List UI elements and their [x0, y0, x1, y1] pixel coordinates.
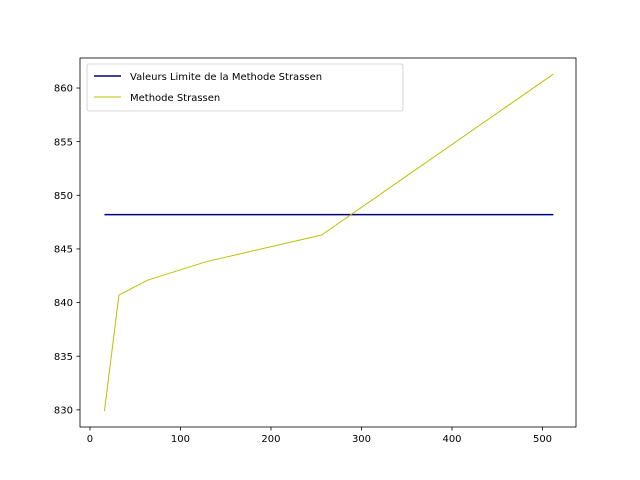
series-line-2 — [103, 73, 554, 411]
y-tick-label: 830 — [54, 405, 73, 416]
x-tick-label: 400 — [442, 434, 461, 445]
y-tick-label: 860 — [54, 84, 73, 95]
y-tick-label: 835 — [54, 352, 73, 363]
legend-label-2: Methode Strassen — [130, 93, 220, 104]
x-tick-label: 100 — [171, 434, 190, 445]
x-tick-label: 300 — [352, 434, 371, 445]
y-tick-label: 845 — [54, 245, 73, 256]
series-layer — [103, 73, 554, 411]
legend-label-1: Valeurs Limite de la Methode Strassen — [130, 72, 322, 83]
legend-box — [86, 63, 404, 112]
x-tick-label: 0 — [87, 434, 93, 445]
x-tick-label: 500 — [533, 434, 552, 445]
y-tick-label: 855 — [54, 137, 73, 148]
y-tick-label: 840 — [54, 298, 73, 309]
x-tick-label: 200 — [261, 434, 280, 445]
legend: Valeurs Limite de la Methode Strassen Met… — [86, 63, 404, 112]
y-tick-label: 850 — [54, 191, 73, 202]
plot-frame — [79, 57, 577, 428]
axes-layer: 0 100 200 300 400 500 830 835 840 845 850 855 860 — [54, 57, 577, 445]
